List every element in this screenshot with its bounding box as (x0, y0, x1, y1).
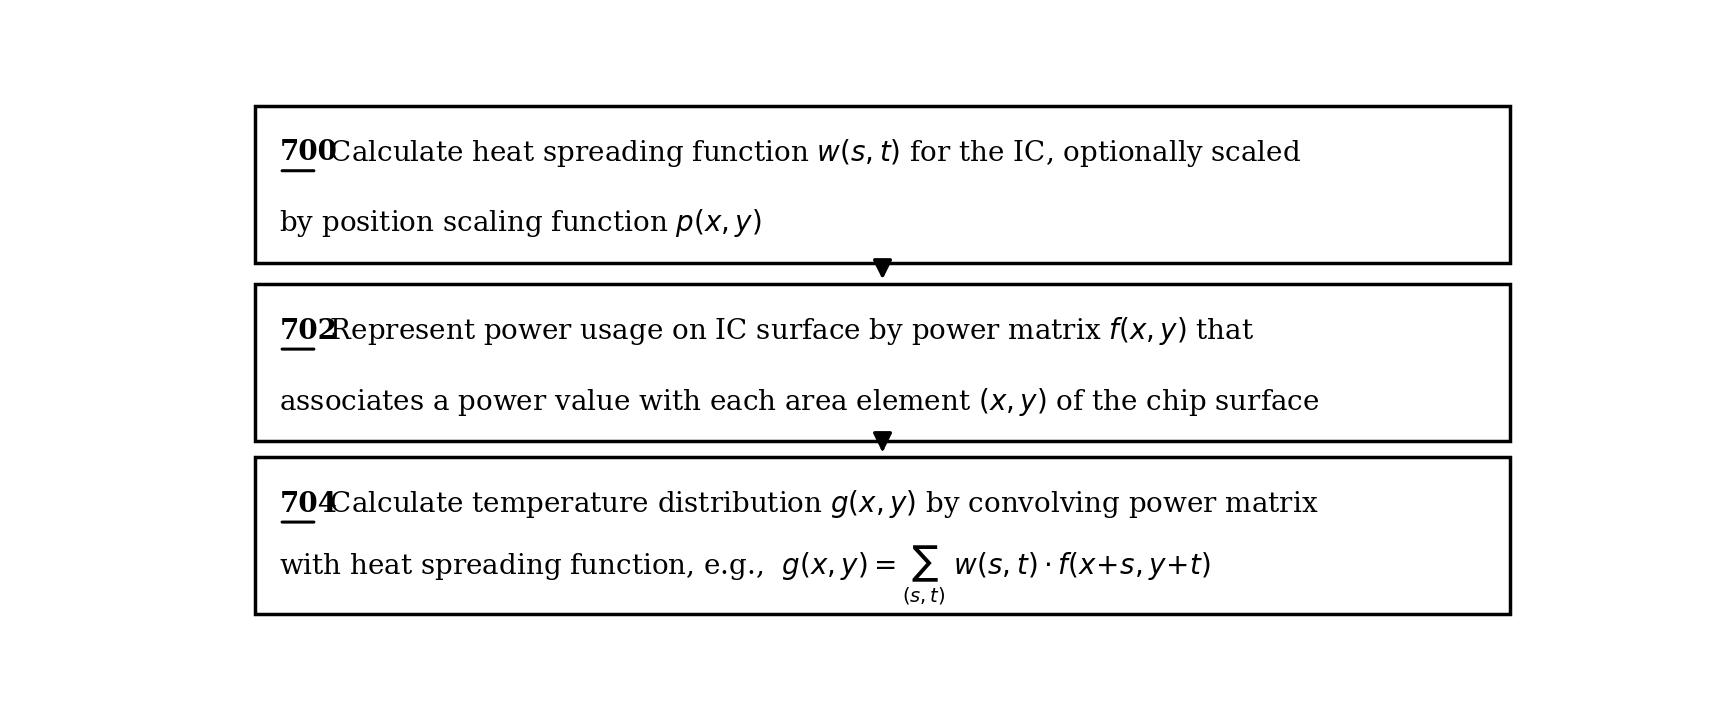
Text: Calculate temperature distribution $g(x,y)$ by convolving power matrix: Calculate temperature distribution $g(x,… (320, 488, 1317, 520)
Text: Calculate heat spreading function $w(s,t)$ for the IC, optionally scaled: Calculate heat spreading function $w(s,t… (320, 137, 1300, 169)
Text: associates a power value with each area element $(x,y)$ of the chip surface: associates a power value with each area … (279, 386, 1319, 418)
Text: 702: 702 (279, 318, 338, 345)
Text: Represent power usage on IC surface by power matrix $f(x,y)$ that: Represent power usage on IC surface by p… (320, 315, 1254, 347)
FancyBboxPatch shape (255, 457, 1510, 614)
FancyBboxPatch shape (255, 106, 1510, 263)
Text: 700: 700 (279, 140, 338, 166)
Text: with heat spreading function, e.g.,  $g(x,y) = \sum_{(s,t)}\ w(s,t) \cdot f(x\!+: with heat spreading function, e.g., $g(x… (279, 543, 1211, 607)
Text: 704: 704 (279, 491, 338, 518)
Text: by position scaling function $p(x,y)$: by position scaling function $p(x,y)$ (279, 207, 763, 239)
FancyBboxPatch shape (255, 284, 1510, 441)
